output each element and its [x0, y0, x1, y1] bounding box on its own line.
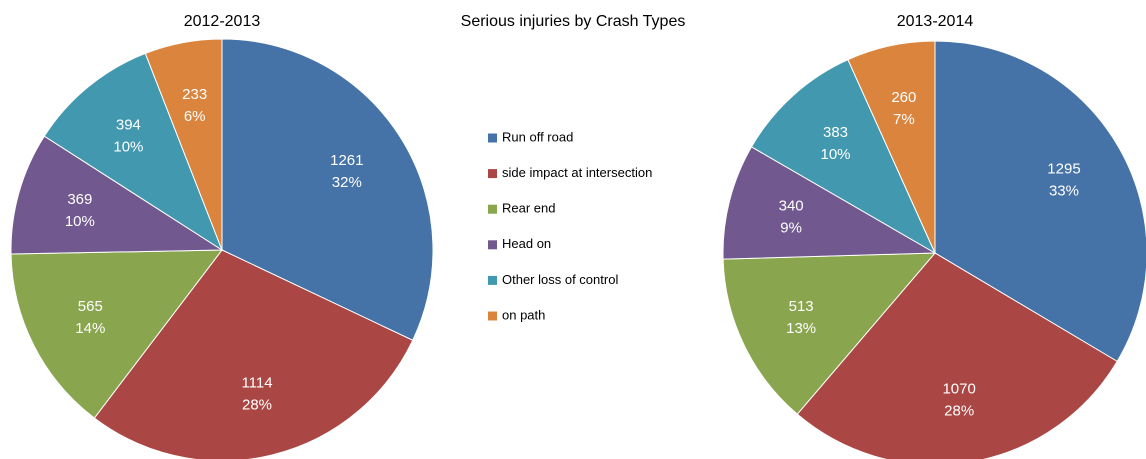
value-label: 1261 [330, 152, 363, 169]
pie-slice [934, 40, 1146, 363]
pie-slice [847, 40, 936, 254]
legend-swatch [488, 169, 497, 179]
legend-label: Other loss of control [502, 272, 618, 287]
percent-label: 28% [944, 402, 974, 419]
value-label: 1114 [241, 374, 272, 391]
pie-slice [796, 252, 1118, 459]
percent-label: 14% [75, 320, 105, 337]
percent-label: 33% [1049, 183, 1079, 200]
pie-slice [144, 38, 223, 251]
pie-slice [10, 135, 224, 255]
value-label: 394 [116, 117, 141, 134]
legend-swatch [488, 275, 497, 285]
legend-label: Rear end [502, 201, 555, 216]
value-label: 565 [78, 298, 103, 315]
legend-swatch [488, 204, 497, 214]
percent-label: 10% [65, 213, 95, 230]
value-label: 340 [779, 198, 804, 215]
pie-slice [722, 252, 937, 415]
value-label: 383 [823, 124, 848, 141]
legend-swatch [488, 133, 497, 143]
pie-slice [722, 146, 937, 260]
value-label: 513 [789, 298, 814, 315]
value-label: 1070 [942, 380, 975, 397]
pie-slice [750, 59, 937, 255]
pie-title: 2013-2014 [897, 13, 974, 30]
pie-slice [43, 52, 224, 252]
legend-label: Run off road [502, 129, 573, 144]
percent-label: 9% [780, 220, 802, 237]
legend-label: on path [502, 307, 545, 322]
percent-label: 10% [820, 146, 850, 163]
percent-label: 28% [242, 396, 272, 413]
legend-swatch [488, 240, 497, 250]
value-label: 369 [67, 191, 92, 208]
legend-label: Head on [502, 236, 551, 251]
percent-label: 7% [893, 111, 915, 128]
legend-label: side impact at intersection [502, 165, 652, 180]
percent-label: 13% [786, 320, 816, 337]
pie-slice [221, 38, 434, 341]
value-label: 260 [891, 89, 916, 106]
value-label: 233 [182, 86, 207, 103]
pie-slice [10, 249, 224, 419]
value-label: 1295 [1047, 161, 1080, 178]
percent-label: 6% [184, 108, 206, 125]
percent-label: 10% [113, 139, 143, 156]
pie-slice [93, 249, 414, 459]
chart-title: Serious injuries by Crash Types [461, 13, 686, 30]
percent-label: 32% [332, 174, 362, 191]
legend-swatch [488, 311, 497, 321]
pie-title: 2012-2013 [184, 13, 261, 30]
